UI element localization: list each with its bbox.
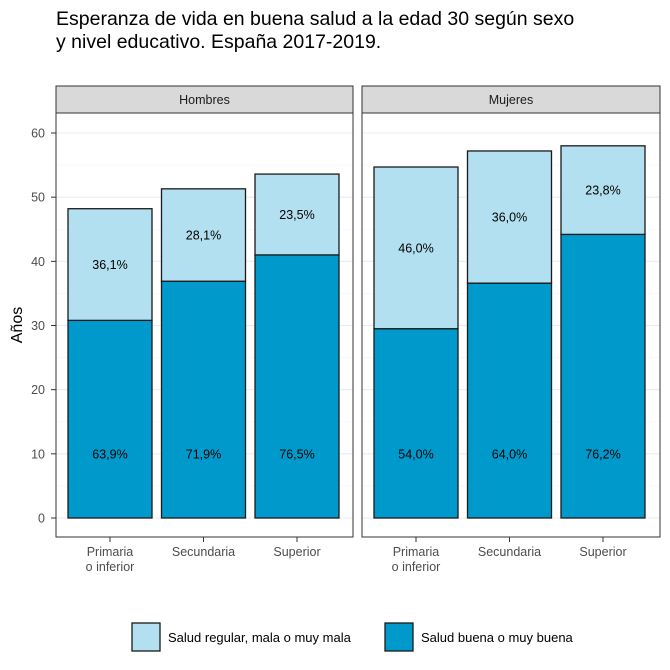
panel-mujeres-label-buena: 54,0%: [398, 447, 433, 461]
panel-hombres-bar-regular: [254, 173, 340, 256]
chart-title-line-1: Esperanza de vida en buena salud a la ed…: [56, 8, 575, 30]
x-tick-label: Primaria: [87, 545, 134, 559]
legend-swatch-regular: [131, 622, 161, 652]
y-tick-label: 0: [38, 512, 45, 526]
panel-mujeres-bar-buena: [373, 328, 459, 519]
panel-hombres-bar-regular: [67, 208, 153, 322]
panel-mujeres-bar-buena: [466, 282, 553, 519]
y-tick-label: 30: [31, 319, 45, 333]
panel-hombres-bar-regular: [160, 188, 247, 282]
panel-mujeres-strip-label: Mujeres: [489, 93, 533, 107]
x-tick-label: Secundaria: [478, 545, 541, 559]
legend-label-buena: Salud buena o muy buena: [421, 630, 574, 645]
panel-hombres-strip-label: Hombres: [179, 93, 230, 107]
panel-mujeres-bar-regular: [373, 166, 459, 330]
chart-title-line-2: y nivel educativo. España 2017-2019.: [56, 31, 382, 53]
panel-hombres-label-buena: 63,9%: [92, 447, 127, 461]
panel-hombres-bar-buena: [67, 319, 153, 519]
x-tick-label: Superior: [579, 545, 626, 559]
panel-hombres-bar-buena: [254, 254, 340, 519]
y-axis-title: Años: [9, 307, 26, 343]
y-tick-label: 60: [31, 127, 45, 141]
y-tick-label: 50: [31, 191, 45, 205]
panel-mujeres-bar-regular: [466, 150, 553, 284]
panel-mujeres-border: [361, 112, 661, 538]
y-tick-label: 10: [31, 447, 45, 461]
x-tick-label: Superior: [273, 545, 320, 559]
x-tick-label: o inferior: [392, 560, 441, 574]
panel-hombres-border: [55, 112, 354, 538]
panel-hombres-label-regular: 23,5%: [279, 208, 314, 222]
legend-swatch-buena: [384, 622, 414, 652]
panel-mujeres-label-buena: 76,2%: [585, 447, 620, 461]
panel-mujeres-label-regular: 23,8%: [585, 184, 620, 198]
panel-hombres-label-regular: 28,1%: [186, 229, 221, 243]
chart-title: Esperanza de vida en buena salud a la ed…: [56, 8, 666, 54]
panel-mujeres-label-regular: 46,0%: [398, 241, 433, 255]
panel-hombres-label-regular: 36,1%: [92, 258, 127, 272]
panel-mujeres-label-buena: 64,0%: [492, 447, 527, 461]
x-tick-label: Secundaria: [172, 545, 235, 559]
y-tick-label: 40: [31, 255, 45, 269]
panel-hombres-strip: [55, 85, 354, 114]
x-tick-label: o inferior: [86, 560, 135, 574]
panel-mujeres-bar-regular: [560, 145, 646, 236]
y-tick-label: 20: [31, 383, 45, 397]
panel-hombres-label-buena: 76,5%: [279, 447, 314, 461]
panel-hombres-bar-buena: [160, 280, 247, 519]
panel-hombres-label-buena: 71,9%: [186, 447, 221, 461]
x-tick-label: Primaria: [393, 545, 440, 559]
panel-mujeres-label-regular: 36,0%: [492, 211, 527, 225]
legend-label-regular: Salud regular, mala o muy mala: [168, 630, 352, 645]
panel-mujeres-bar-buena: [560, 233, 646, 519]
